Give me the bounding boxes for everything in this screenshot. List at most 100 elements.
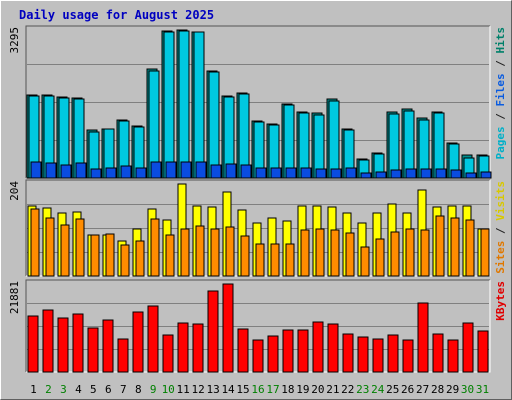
chart-title: Daily usage for August 2025 xyxy=(19,8,214,22)
bar-pages-day-11 xyxy=(180,161,192,179)
day-label: 26 xyxy=(401,383,414,396)
day-label: 25 xyxy=(386,383,399,396)
bar-sites-day-10 xyxy=(165,234,175,277)
bar-sites-day-6 xyxy=(105,233,115,277)
bar-files-day-25 xyxy=(388,113,400,179)
legend-1-item-2: / xyxy=(494,107,507,127)
bar-kbytes-day-29 xyxy=(447,339,459,373)
bar-files-day-21 xyxy=(328,100,340,179)
bar-sites-day-28 xyxy=(435,215,445,277)
bar-kbytes-day-20 xyxy=(312,321,324,373)
bar-sites-day-27 xyxy=(420,229,430,277)
bar-pages-day-14 xyxy=(225,163,237,179)
max-label-3: 21881 xyxy=(8,281,21,314)
bar-kbytes-day-18 xyxy=(282,329,294,373)
day-label: 8 xyxy=(135,383,142,396)
bar-pages-day-1 xyxy=(30,161,42,179)
bar-pages-day-27 xyxy=(420,168,432,179)
bar-kbytes-day-28 xyxy=(432,333,444,373)
legend-1-item-3: Files xyxy=(494,73,507,106)
bar-pages-day-7 xyxy=(120,165,132,179)
legend-2-item-1: Sites xyxy=(494,241,507,274)
bar-kbytes-day-30 xyxy=(462,322,474,373)
bar-pages-day-31 xyxy=(480,171,492,179)
bar-kbytes-day-31 xyxy=(477,330,489,373)
bar-files-day-13 xyxy=(208,71,220,179)
legend-1: Pages / Files / Hits xyxy=(494,27,507,160)
bar-pages-day-9 xyxy=(150,161,162,179)
bar-sites-day-14 xyxy=(225,226,235,277)
bar-pages-day-8 xyxy=(135,167,147,179)
bar-kbytes-day-3 xyxy=(57,317,69,373)
bar-sites-day-8 xyxy=(135,240,145,277)
bar-kbytes-day-10 xyxy=(162,334,174,373)
legend-3-item-1: KBytes xyxy=(494,281,507,321)
bar-pages-day-28 xyxy=(435,168,447,179)
bar-kbytes-day-17 xyxy=(267,335,279,373)
bar-kbytes-day-12 xyxy=(192,323,204,373)
bar-kbytes-day-22 xyxy=(342,333,354,373)
day-label: 11 xyxy=(177,383,190,396)
bar-kbytes-day-11 xyxy=(177,322,189,373)
bar-files-day-18 xyxy=(283,104,295,179)
bar-sites-day-21 xyxy=(330,229,340,277)
day-label: 28 xyxy=(431,383,444,396)
legend-1-item-4: / xyxy=(494,54,507,74)
bar-pages-day-22 xyxy=(345,167,357,179)
bar-sites-day-26 xyxy=(405,228,415,277)
bar-sites-day-18 xyxy=(285,243,295,277)
day-label: 15 xyxy=(236,383,249,396)
bar-pages-day-30 xyxy=(465,172,477,179)
day-label: 9 xyxy=(150,383,157,396)
bar-kbytes-day-26 xyxy=(402,339,414,373)
legend-1-item-1: Pages xyxy=(494,126,507,159)
bar-sites-day-16 xyxy=(255,243,265,277)
bar-sites-day-1 xyxy=(30,208,40,277)
bar-pages-day-5 xyxy=(90,168,102,179)
max-label-1: 3295 xyxy=(8,27,21,54)
day-label: 20 xyxy=(311,383,324,396)
bar-kbytes-day-6 xyxy=(102,319,114,373)
day-label: 12 xyxy=(192,383,205,396)
bar-sites-day-24 xyxy=(375,238,385,277)
bar-kbytes-day-25 xyxy=(387,334,399,373)
legend-2: Sites / Visits xyxy=(494,181,507,274)
day-label: 10 xyxy=(162,383,175,396)
bar-kbytes-day-19 xyxy=(297,329,309,373)
bar-sites-day-5 xyxy=(90,234,100,277)
legend-3: KBytes xyxy=(494,281,507,321)
bar-pages-day-12 xyxy=(195,161,207,179)
bar-files-day-26 xyxy=(403,110,415,179)
day-label: 18 xyxy=(281,383,294,396)
bar-kbytes-day-16 xyxy=(252,339,264,373)
bar-pages-day-6 xyxy=(105,167,117,179)
bar-kbytes-day-2 xyxy=(42,309,54,373)
bar-pages-day-20 xyxy=(315,168,327,179)
day-label: 5 xyxy=(90,383,97,396)
bar-pages-day-24 xyxy=(375,171,387,179)
bar-pages-day-26 xyxy=(405,168,417,179)
day-label: 19 xyxy=(296,383,309,396)
day-label: 13 xyxy=(206,383,219,396)
plot-area-3-shadow xyxy=(25,279,490,372)
bar-pages-day-4 xyxy=(75,162,87,179)
day-label: 2 xyxy=(45,383,52,396)
bar-kbytes-day-13 xyxy=(207,290,219,373)
plot-area-2-shadow xyxy=(25,179,490,276)
legend-2-item-2: / xyxy=(494,221,507,241)
bar-kbytes-day-7 xyxy=(117,338,129,373)
day-label: 6 xyxy=(105,383,112,396)
bar-kbytes-day-21 xyxy=(327,323,339,373)
bar-files-day-11 xyxy=(178,30,190,179)
bar-pages-day-25 xyxy=(390,169,402,179)
bar-sites-day-9 xyxy=(150,218,160,277)
bar-sites-day-12 xyxy=(195,225,205,277)
bar-sites-day-17 xyxy=(270,243,280,277)
bar-pages-day-19 xyxy=(300,167,312,179)
bar-kbytes-day-5 xyxy=(87,327,99,373)
bar-kbytes-day-9 xyxy=(147,305,159,373)
max-label-2: 204 xyxy=(8,181,21,201)
bar-sites-day-4 xyxy=(75,218,85,277)
